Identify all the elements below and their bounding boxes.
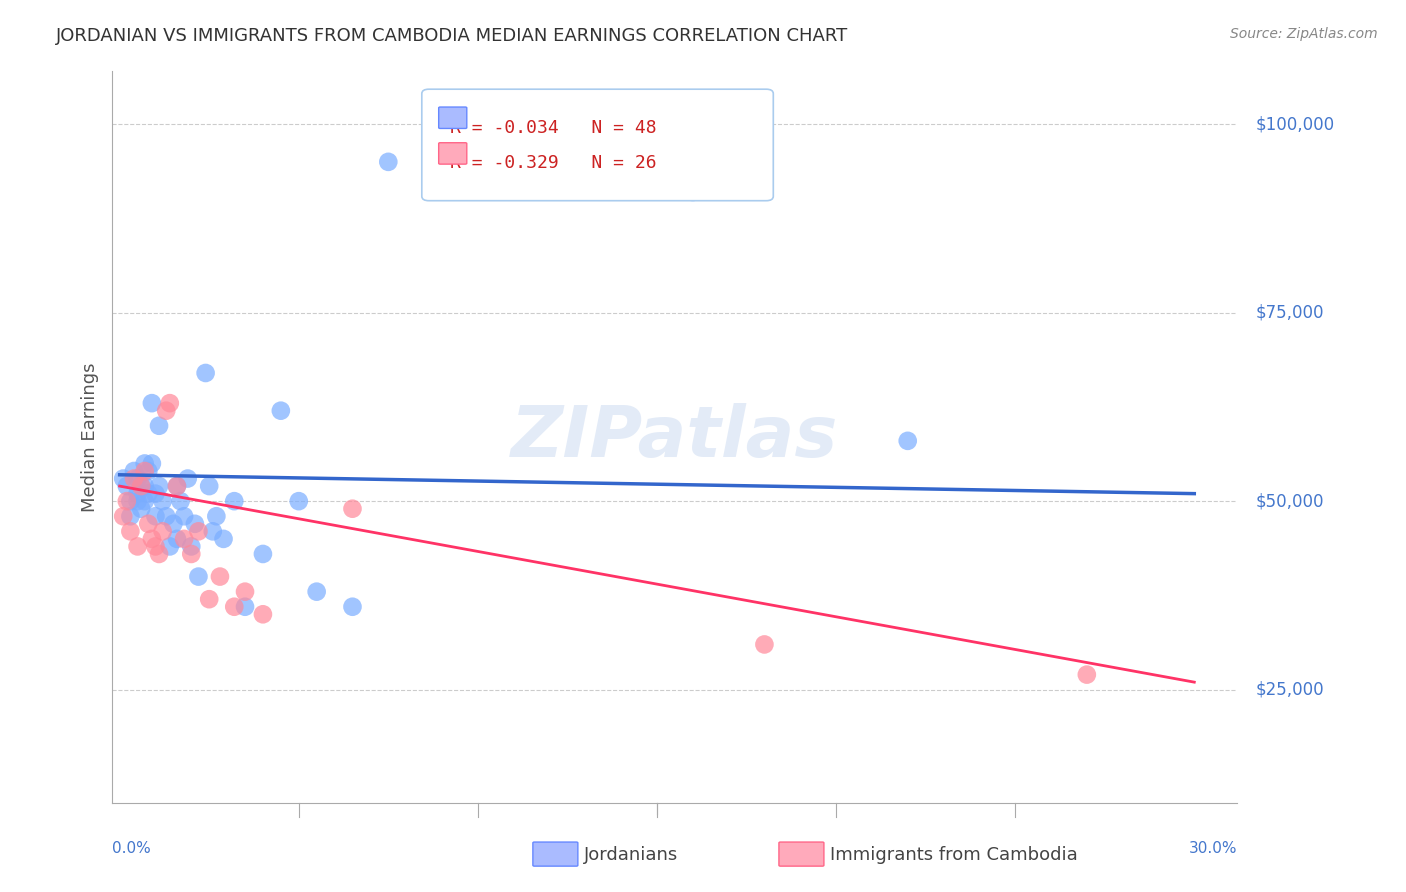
- Point: [252, 607, 274, 622]
- Text: Jordanians: Jordanians: [583, 846, 678, 863]
- Text: $50,000: $50,000: [1256, 492, 1323, 510]
- Text: R = -0.034   N = 48: R = -0.034 N = 48: [450, 119, 657, 136]
- Text: 30.0%: 30.0%: [1189, 840, 1237, 855]
- Point: [208, 569, 231, 583]
- Point: [305, 584, 328, 599]
- Point: [173, 509, 195, 524]
- Point: [120, 524, 142, 539]
- Point: [122, 471, 145, 485]
- Point: [148, 418, 170, 433]
- Point: [155, 403, 177, 417]
- Point: [112, 509, 135, 524]
- Point: [152, 524, 174, 539]
- Point: [169, 494, 191, 508]
- Point: [129, 479, 152, 493]
- Point: [148, 479, 170, 493]
- Point: [270, 403, 292, 417]
- Point: [127, 540, 149, 554]
- Point: [187, 569, 209, 583]
- Point: [166, 479, 188, 493]
- Point: [166, 532, 188, 546]
- Point: [233, 599, 256, 614]
- Text: R = -0.329   N = 26: R = -0.329 N = 26: [450, 154, 657, 172]
- Point: [212, 532, 235, 546]
- Point: [159, 396, 181, 410]
- Point: [141, 532, 163, 546]
- Point: [897, 434, 920, 448]
- Point: [377, 154, 399, 169]
- Point: [129, 501, 152, 516]
- Text: ZIPatlas: ZIPatlas: [512, 402, 838, 472]
- Point: [136, 516, 159, 531]
- Point: [134, 479, 156, 493]
- Point: [198, 592, 221, 607]
- Point: [342, 501, 364, 516]
- Point: [112, 471, 135, 485]
- Point: [145, 509, 167, 524]
- Point: [136, 486, 159, 500]
- Point: [194, 366, 217, 380]
- Point: [287, 494, 309, 508]
- Text: $100,000: $100,000: [1256, 115, 1334, 133]
- Point: [134, 457, 156, 471]
- Point: [141, 396, 163, 410]
- Point: [173, 532, 195, 546]
- Point: [148, 547, 170, 561]
- Point: [682, 185, 704, 199]
- Point: [127, 494, 149, 508]
- Point: [180, 547, 202, 561]
- Point: [205, 509, 228, 524]
- Point: [177, 471, 200, 485]
- Text: 0.0%: 0.0%: [112, 840, 152, 855]
- Point: [152, 494, 174, 508]
- Point: [122, 464, 145, 478]
- Point: [754, 637, 776, 651]
- Point: [342, 599, 364, 614]
- Point: [120, 494, 142, 508]
- Text: $25,000: $25,000: [1256, 681, 1324, 698]
- Point: [155, 509, 177, 524]
- Text: Immigrants from Cambodia: Immigrants from Cambodia: [830, 846, 1077, 863]
- Point: [134, 494, 156, 508]
- Y-axis label: Median Earnings: Median Earnings: [80, 362, 98, 512]
- Text: Source: ZipAtlas.com: Source: ZipAtlas.com: [1230, 27, 1378, 41]
- Point: [187, 524, 209, 539]
- Point: [129, 479, 152, 493]
- Point: [115, 494, 138, 508]
- Point: [201, 524, 224, 539]
- Point: [120, 509, 142, 524]
- Point: [134, 464, 156, 478]
- Point: [224, 494, 246, 508]
- Point: [224, 599, 246, 614]
- Point: [1076, 667, 1098, 681]
- Point: [166, 479, 188, 493]
- Point: [136, 464, 159, 478]
- Text: JORDANIAN VS IMMIGRANTS FROM CAMBODIA MEDIAN EARNINGS CORRELATION CHART: JORDANIAN VS IMMIGRANTS FROM CAMBODIA ME…: [56, 27, 848, 45]
- Point: [198, 479, 221, 493]
- Point: [159, 540, 181, 554]
- Point: [180, 540, 202, 554]
- Point: [145, 486, 167, 500]
- Point: [184, 516, 207, 531]
- Point: [141, 457, 163, 471]
- Text: $75,000: $75,000: [1256, 303, 1323, 322]
- Point: [127, 486, 149, 500]
- Point: [127, 471, 149, 485]
- Point: [233, 584, 256, 599]
- Point: [145, 540, 167, 554]
- Point: [115, 479, 138, 493]
- Point: [162, 516, 184, 531]
- Point: [252, 547, 274, 561]
